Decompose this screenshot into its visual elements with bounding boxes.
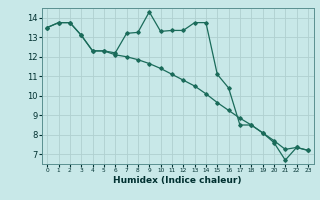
X-axis label: Humidex (Indice chaleur): Humidex (Indice chaleur) (113, 176, 242, 185)
